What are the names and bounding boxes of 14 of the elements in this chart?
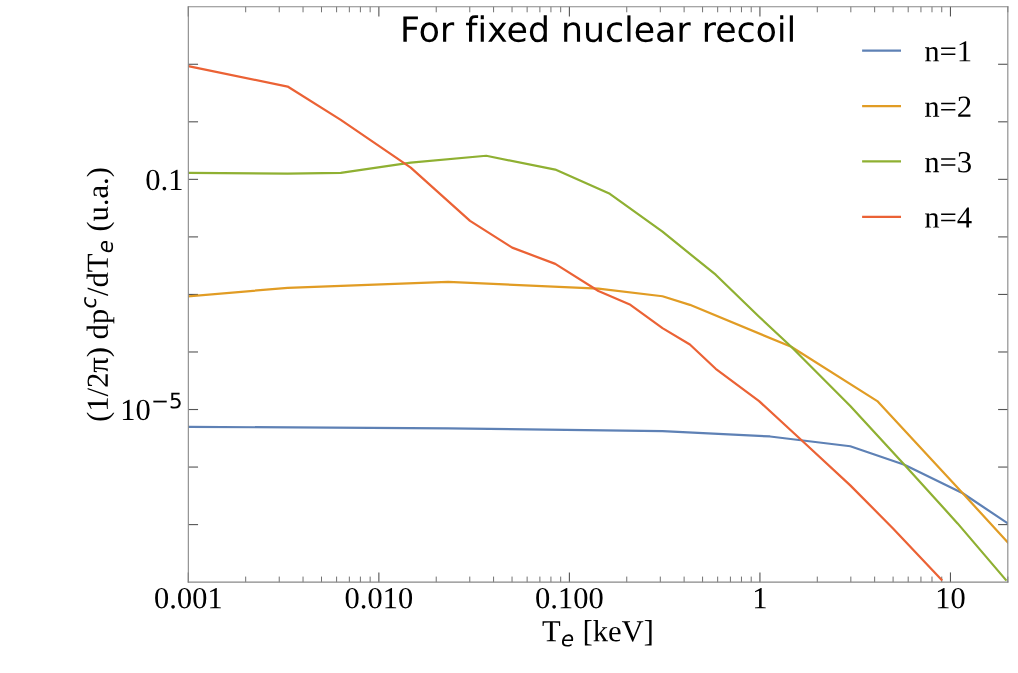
legend-label: n=3 <box>925 151 971 173</box>
chart-title: For fixed nuclear recoil <box>403 15 793 43</box>
x-tick-label: 0.010 <box>345 587 413 609</box>
x-tick-label: 1 <box>754 588 766 609</box>
x-tick-label: 10 <box>937 587 965 609</box>
y-axis-title: (1/2π) dp$^{c}$/dT$_{e}$ (u.a.) <box>84 168 115 421</box>
x-tick-label: 0.001 <box>155 587 221 609</box>
y-tick-label: 0.1 <box>146 169 182 191</box>
y-tick-label: 10$^{−5}$ <box>122 392 181 421</box>
legend-label: n=1 <box>925 41 971 62</box>
legend-label: n=2 <box>925 96 971 117</box>
x-tick-label: 0.100 <box>536 587 603 609</box>
x-axis-title: T$_{e}$ [keV] <box>542 620 652 647</box>
legend-label: n=4 <box>925 207 972 228</box>
